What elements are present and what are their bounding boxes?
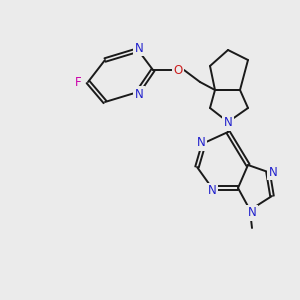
Text: N: N (248, 206, 256, 220)
Text: F: F (75, 76, 81, 88)
Text: N: N (268, 166, 278, 178)
Text: N: N (224, 116, 232, 130)
Text: N: N (135, 41, 143, 55)
Text: N: N (196, 136, 206, 149)
Text: O: O (173, 64, 183, 76)
Text: N: N (208, 184, 216, 197)
Text: N: N (135, 88, 143, 100)
